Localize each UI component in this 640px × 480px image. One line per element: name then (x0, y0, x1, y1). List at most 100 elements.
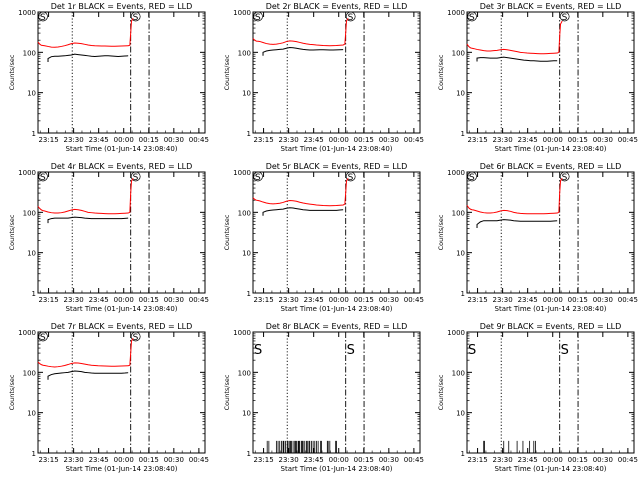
events-line (47, 216, 129, 224)
y-tick-label: 1000 (233, 169, 251, 177)
events-line (476, 219, 558, 228)
plot-frame (466, 331, 635, 454)
saa-marker-label: S (469, 173, 475, 183)
x-tick-label: 00:00 (543, 296, 563, 304)
panel-3: Det 3r BLACK = Events, RED = LLD 1 10 100 10… (437, 2, 638, 153)
saa-marker-label: S (254, 343, 262, 358)
lld-line (37, 337, 134, 368)
saa-marker-circle (130, 11, 141, 22)
y-tick-label: 1000 (18, 169, 36, 177)
saa-marker-label: S (561, 343, 569, 358)
x-tick-label: 00:30 (593, 296, 613, 304)
x-tick-label: 23:15 (38, 456, 58, 464)
saa-marker-label: S (40, 333, 46, 343)
y-axis-label: Counts/sec (437, 374, 445, 410)
saa-marker-circle (253, 11, 263, 22)
saa-marker-label: S (133, 173, 139, 183)
x-tick-label: 00:45 (404, 296, 424, 304)
events-line (476, 56, 558, 62)
y-tick-label: 100 (452, 49, 465, 57)
panel-4: Det 4r BLACK = Events, RED = LLD 1 10 100 10… (8, 162, 209, 313)
y-axis-label: Counts/sec (223, 54, 231, 90)
y-axis-label: Counts/sec (437, 54, 445, 90)
y-tick-label: 100 (452, 209, 465, 217)
panel-title: Det 9r BLACK = Events, RED = LLD (480, 322, 622, 331)
x-tick-label: 00:45 (618, 296, 638, 304)
x-tick-label: 00:45 (189, 136, 209, 144)
x-tick-label: 23:15 (253, 136, 273, 144)
x-tick-label: 00:00 (329, 136, 349, 144)
lld-line (37, 17, 134, 48)
saa-marker-label: S (255, 13, 261, 23)
x-tick-label: 00:15 (354, 456, 374, 464)
y-tick-label: 100 (238, 369, 251, 377)
y-tick-label: 1 (32, 130, 36, 138)
x-tick-label: 23:30 (493, 456, 513, 464)
saa-marker-label: S (348, 173, 354, 183)
y-tick-label: 1000 (18, 9, 36, 17)
x-tick-label: 23:45 (304, 296, 324, 304)
x-axis-label: Start Time (01-Jun-14 23:08:40) (495, 465, 607, 473)
panel-2: Det 2r BLACK = Events, RED = LLD 1 10 100 10… (223, 2, 424, 153)
y-axis-label: Counts/sec (223, 214, 231, 250)
x-tick-label: 00:15 (139, 136, 159, 144)
panel-8: Det 8r BLACK = Events, RED = LLD 1 10 100 10… (223, 322, 424, 473)
x-tick-label: 00:30 (164, 136, 184, 144)
x-tick-label: 23:45 (518, 456, 538, 464)
y-tick-label: 1000 (447, 329, 465, 337)
x-tick-label: 23:45 (518, 296, 538, 304)
plot-frame (37, 331, 206, 454)
y-tick-label: 1 (247, 290, 251, 298)
saa-marker-label: S (133, 333, 139, 343)
saa-marker-circle (467, 171, 477, 182)
y-tick-label: 100 (23, 369, 36, 377)
y-tick-label: 1 (461, 450, 465, 458)
x-tick-label: 23:45 (304, 136, 324, 144)
x-tick-label: 23:15 (467, 456, 487, 464)
x-tick-label: 00:15 (354, 136, 374, 144)
y-tick-label: 10 (242, 410, 251, 418)
y-tick-label: 1000 (447, 9, 465, 17)
saa-marker-label: S (469, 13, 475, 23)
x-tick-label: 00:45 (404, 136, 424, 144)
lld-line (466, 177, 563, 215)
saa-marker-circle (559, 11, 570, 22)
x-tick-label: 00:00 (543, 136, 563, 144)
panel-title: Det 6r BLACK = Events, RED = LLD (480, 162, 622, 171)
saa-marker-circle (38, 331, 48, 342)
plot-frame (37, 171, 206, 294)
y-axis-label: Counts/sec (437, 214, 445, 250)
y-tick-label: 1 (32, 450, 36, 458)
saa-marker-label: S (562, 13, 568, 23)
x-tick-label: 23:30 (279, 456, 299, 464)
saa-marker-label: S (348, 13, 354, 23)
x-tick-label: 23:30 (64, 296, 84, 304)
saa-marker-circle (345, 11, 356, 22)
x-tick-label: 00:00 (543, 456, 563, 464)
y-tick-label: 100 (23, 209, 36, 217)
x-tick-label: 00:30 (164, 296, 184, 304)
x-tick-label: 23:15 (467, 136, 487, 144)
x-tick-label: 23:30 (64, 136, 84, 144)
x-tick-label: 23:30 (493, 296, 513, 304)
y-tick-label: 100 (238, 49, 251, 57)
panel-6: Det 6r BLACK = Events, RED = LLD 1 10 100 10… (437, 162, 638, 313)
x-tick-label: 00:15 (139, 296, 159, 304)
lld-line (466, 20, 563, 55)
saa-marker-label: S (40, 173, 46, 183)
x-tick-label: 00:30 (593, 456, 613, 464)
x-tick-label: 23:45 (518, 136, 538, 144)
y-tick-label: 10 (242, 90, 251, 98)
saa-marker-circle (38, 11, 48, 22)
saa-marker-circle (130, 331, 141, 342)
y-tick-label: 10 (456, 250, 465, 258)
plot-frame (466, 171, 635, 294)
x-axis-label: Start Time (01-Jun-14 23:08:40) (281, 305, 393, 313)
y-tick-label: 1 (32, 290, 36, 298)
x-tick-label: 23:15 (467, 296, 487, 304)
x-tick-label: 00:30 (379, 136, 399, 144)
y-tick-label: 100 (238, 209, 251, 217)
x-tick-label: 00:15 (139, 456, 159, 464)
x-tick-label: 00:30 (379, 456, 399, 464)
